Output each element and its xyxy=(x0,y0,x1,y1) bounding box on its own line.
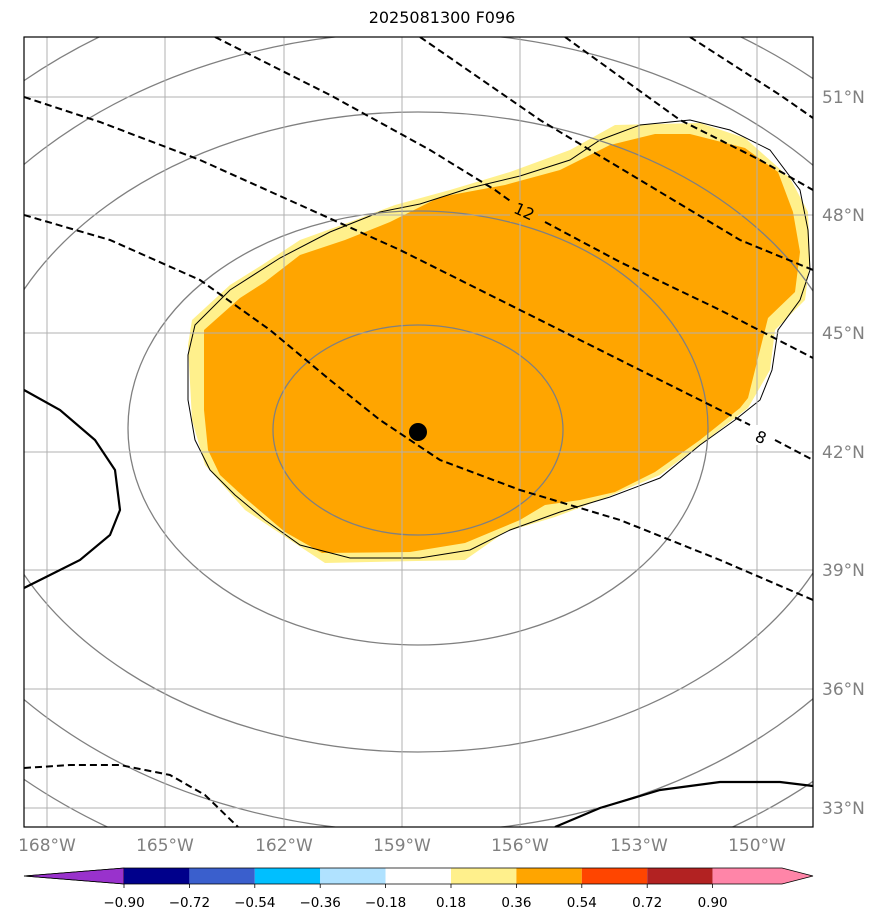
lon-label: 165°W xyxy=(136,836,194,856)
lat-label: 39°N xyxy=(822,561,865,581)
lat-label: 51°N xyxy=(822,88,865,108)
dashed-contours xyxy=(24,37,813,827)
gray-contours xyxy=(24,37,813,827)
colorbar: −0.90 −0.72 −0.54 −0.36 −0.18 0.18 0.36 … xyxy=(23,867,814,911)
colorbar-segment xyxy=(189,868,255,884)
center-marker xyxy=(409,423,427,441)
map-title: 2025081300 F096 xyxy=(368,8,516,27)
colorbar-tick-label: −0.90 xyxy=(103,895,144,911)
colorbar-tick-label: 0.90 xyxy=(698,895,728,911)
anomaly-core xyxy=(204,134,800,553)
colorbar-tick-label: 0.36 xyxy=(501,895,531,911)
lat-label: 45°N xyxy=(822,324,865,344)
colorbar-segment xyxy=(385,868,451,884)
colorbar-segment xyxy=(451,868,517,884)
colorbar-tick-label: 0.72 xyxy=(632,895,662,911)
lat-labels: 51°N 48°N 45°N 42°N 39°N 36°N 33°N xyxy=(822,88,865,819)
colorbar-low-extend xyxy=(23,867,125,885)
graticule xyxy=(24,37,813,827)
lon-label: 162°W xyxy=(255,836,313,856)
colorbar-segment xyxy=(516,868,582,884)
colorbar-high-extend xyxy=(712,868,813,884)
colorbar-segment xyxy=(581,868,648,884)
solid-contours xyxy=(24,389,813,827)
lon-label: 153°W xyxy=(610,836,668,856)
colorbar-tick-label: −0.72 xyxy=(169,895,210,911)
lon-label: 150°W xyxy=(728,836,786,856)
colorbar-segment xyxy=(254,868,321,884)
colorbar-tick-label: −0.18 xyxy=(365,895,406,911)
lat-label: 33°N xyxy=(822,799,865,819)
colorbar-tick-label: 0.18 xyxy=(436,895,466,911)
lat-label: 36°N xyxy=(822,680,865,700)
colorbar-tick-label: −0.54 xyxy=(234,895,275,911)
colorbar-tick-label: −0.36 xyxy=(300,895,341,911)
anomaly-outline xyxy=(187,119,811,559)
lat-label: 48°N xyxy=(822,206,865,226)
colorbar-segment xyxy=(647,868,713,884)
lon-labels: 168°W 165°W 162°W 159°W 156°W 153°W 150°… xyxy=(18,836,786,856)
map-frame xyxy=(23,36,814,828)
colorbar-segment xyxy=(124,868,190,884)
map-plot-area xyxy=(24,37,813,827)
lon-label: 168°W xyxy=(18,836,76,856)
colorbar-tick-label: 0.54 xyxy=(567,895,597,911)
lon-label: 159°W xyxy=(373,836,431,856)
colorbar-segment xyxy=(320,868,386,884)
lat-label: 42°N xyxy=(822,443,865,463)
lon-label: 156°W xyxy=(491,836,549,856)
